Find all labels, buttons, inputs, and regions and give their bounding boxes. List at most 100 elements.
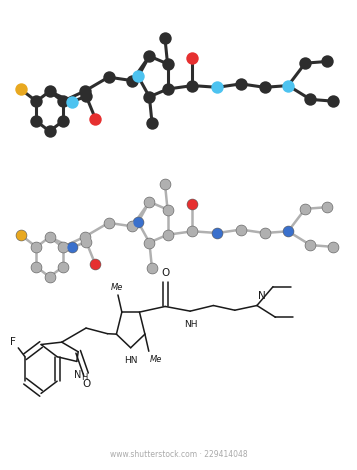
Point [149, 265, 155, 272]
Point [190, 227, 195, 235]
Text: N: N [258, 291, 265, 301]
Point [69, 243, 75, 251]
Point [238, 80, 244, 87]
Point [165, 85, 170, 93]
Point [165, 206, 170, 213]
Point [325, 204, 330, 211]
Point [18, 231, 24, 239]
Point [82, 233, 88, 241]
Point [135, 219, 141, 226]
Point [162, 180, 168, 188]
Point [238, 226, 244, 233]
Point [47, 127, 52, 135]
Point [135, 219, 141, 226]
Point [302, 205, 308, 212]
Point [190, 54, 195, 62]
Point [60, 243, 65, 251]
Point [129, 77, 135, 84]
Point [146, 239, 152, 246]
Point [165, 231, 170, 238]
Point [325, 58, 330, 65]
Point [34, 263, 39, 271]
Text: Me: Me [111, 282, 124, 292]
Point [165, 60, 170, 68]
Text: Me: Me [150, 355, 162, 364]
Point [60, 243, 65, 251]
Point [106, 219, 111, 227]
Point [165, 206, 170, 213]
Point [129, 222, 135, 230]
Point [146, 198, 152, 205]
Point [135, 73, 141, 80]
Point [82, 87, 88, 95]
Point [18, 231, 24, 239]
Point [129, 222, 135, 230]
Text: H: H [81, 373, 88, 382]
Text: N: N [74, 370, 81, 380]
Point [285, 227, 291, 235]
Text: www.shutterstock.com · 229414048: www.shutterstock.com · 229414048 [110, 450, 247, 460]
Point [190, 82, 195, 89]
Point [190, 200, 195, 207]
Point [215, 229, 220, 237]
Point [149, 265, 155, 272]
Text: O: O [82, 379, 91, 389]
Point [84, 238, 89, 246]
Point [34, 98, 39, 105]
Point [325, 204, 330, 211]
Point [238, 226, 244, 233]
Point [330, 243, 336, 251]
Point [47, 233, 52, 241]
Point [84, 238, 89, 246]
Point [308, 241, 313, 249]
Point [330, 243, 336, 251]
Point [146, 239, 152, 246]
Point [34, 243, 39, 251]
Point [92, 261, 98, 268]
Point [60, 263, 65, 271]
Point [308, 241, 313, 249]
Point [146, 93, 152, 101]
Point [146, 198, 152, 205]
Point [302, 59, 308, 67]
Point [106, 219, 111, 227]
Point [18, 86, 24, 93]
Text: NH: NH [184, 320, 198, 329]
Point [285, 82, 291, 89]
Point [60, 98, 65, 105]
Text: O: O [161, 268, 169, 278]
Point [34, 118, 39, 125]
Text: F: F [10, 337, 16, 347]
Point [146, 52, 152, 60]
Point [149, 119, 155, 126]
Point [262, 229, 267, 237]
Point [34, 243, 39, 251]
Point [69, 98, 75, 105]
Point [84, 93, 89, 100]
Point [285, 227, 291, 235]
Text: HN: HN [124, 356, 137, 365]
Point [92, 261, 98, 268]
Point [165, 231, 170, 238]
Point [302, 205, 308, 212]
Point [262, 84, 267, 91]
Point [47, 233, 52, 241]
Point [190, 227, 195, 235]
Point [34, 263, 39, 271]
Point [82, 233, 88, 241]
Point [162, 180, 168, 188]
Point [69, 243, 75, 251]
Point [60, 263, 65, 271]
Point [330, 97, 336, 105]
Point [60, 118, 65, 125]
Point [308, 95, 313, 103]
Point [47, 273, 52, 281]
Point [215, 229, 220, 237]
Point [106, 73, 111, 81]
Point [92, 115, 98, 123]
Point [162, 34, 168, 42]
Point [47, 273, 52, 281]
Point [190, 200, 195, 207]
Point [215, 84, 220, 91]
Point [47, 87, 52, 95]
